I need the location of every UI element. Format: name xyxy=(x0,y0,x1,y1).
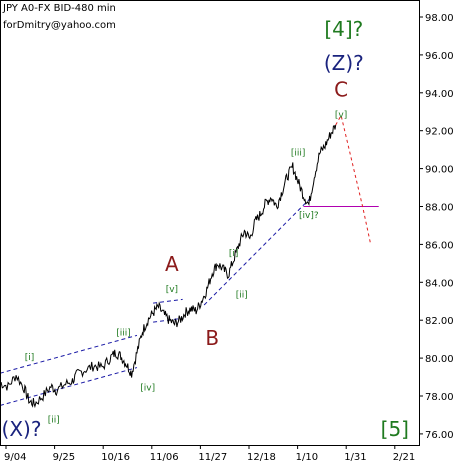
y-tick-label: 96.00 xyxy=(425,51,454,62)
x-tick-label: 9/04 xyxy=(4,452,26,463)
wave-label: [i] xyxy=(25,353,35,363)
price-line xyxy=(0,124,337,409)
wave-label: (X)? xyxy=(2,417,42,441)
author-label: forDmitry@yahoo.com xyxy=(3,20,116,31)
y-tick-label: 84.00 xyxy=(425,278,454,289)
channel-line-1 xyxy=(153,298,183,304)
wave-label: [ii] xyxy=(236,290,248,300)
x-tick-label: 10/16 xyxy=(101,452,130,463)
y-tick-label: 76.00 xyxy=(425,430,454,441)
x-tick-label: 11/27 xyxy=(198,452,227,463)
x-tick-label: 1/31 xyxy=(344,452,366,463)
x-tick-label: 12/18 xyxy=(247,452,276,463)
y-tick-label: 94.00 xyxy=(425,89,454,100)
channel-line-2 xyxy=(203,196,312,306)
wave-label: [iv] xyxy=(140,383,155,393)
wave-label: [v] xyxy=(335,110,347,120)
y-tick-label: 80.00 xyxy=(425,354,454,365)
wave-label: [iii] xyxy=(291,148,306,158)
x-tick-label: 9/25 xyxy=(53,452,75,463)
wave-label: [ii] xyxy=(48,416,60,426)
channel-line-0 xyxy=(0,334,138,374)
y-tick-label: 82.00 xyxy=(425,316,454,327)
x-tick-label: 11/06 xyxy=(150,452,179,463)
wave-label: [5] xyxy=(381,417,409,441)
plot-frame xyxy=(0,0,420,446)
wave-label: B xyxy=(205,326,219,350)
chart-title: JPY A0-FX BID-480 min xyxy=(3,3,116,14)
wave-label: [v] xyxy=(166,285,178,295)
y-tick-label: 98.00 xyxy=(425,13,454,24)
wave-label: [4]? xyxy=(324,17,363,41)
y-tick-label: 90.00 xyxy=(425,165,454,176)
y-tick-label: 86.00 xyxy=(425,240,454,251)
x-tick-label: 2/21 xyxy=(393,452,415,463)
y-tick-label: 92.00 xyxy=(425,127,454,138)
wave-label: A xyxy=(165,252,179,276)
wave-label: [iii] xyxy=(116,328,131,338)
channel-parallel-line-0 xyxy=(0,367,138,406)
wave-labels: [4]? (Z)? C [v] [iii] [iv]? [i] [ii] A [v] B [iii] [… xyxy=(2,17,409,441)
wave-label: [i] xyxy=(229,249,239,259)
wave-label: C xyxy=(334,78,348,102)
y-tick-label: 88.00 xyxy=(425,203,454,214)
price-polyline xyxy=(0,124,337,409)
y-axis: 98.00 96.00 94.00 92.00 90.00 88.00 86.00 84.00… xyxy=(419,13,454,441)
x-tick-label: 1/10 xyxy=(296,452,318,463)
y-tick-label: 78.00 xyxy=(425,392,454,403)
wave-label: (Z)? xyxy=(324,51,364,75)
wave-label: [iv]? xyxy=(299,211,319,221)
x-axis: 9/04 9/25 10/16 11/06 11/27 12/18 1/10 1/31 2/21 xyxy=(4,445,415,463)
